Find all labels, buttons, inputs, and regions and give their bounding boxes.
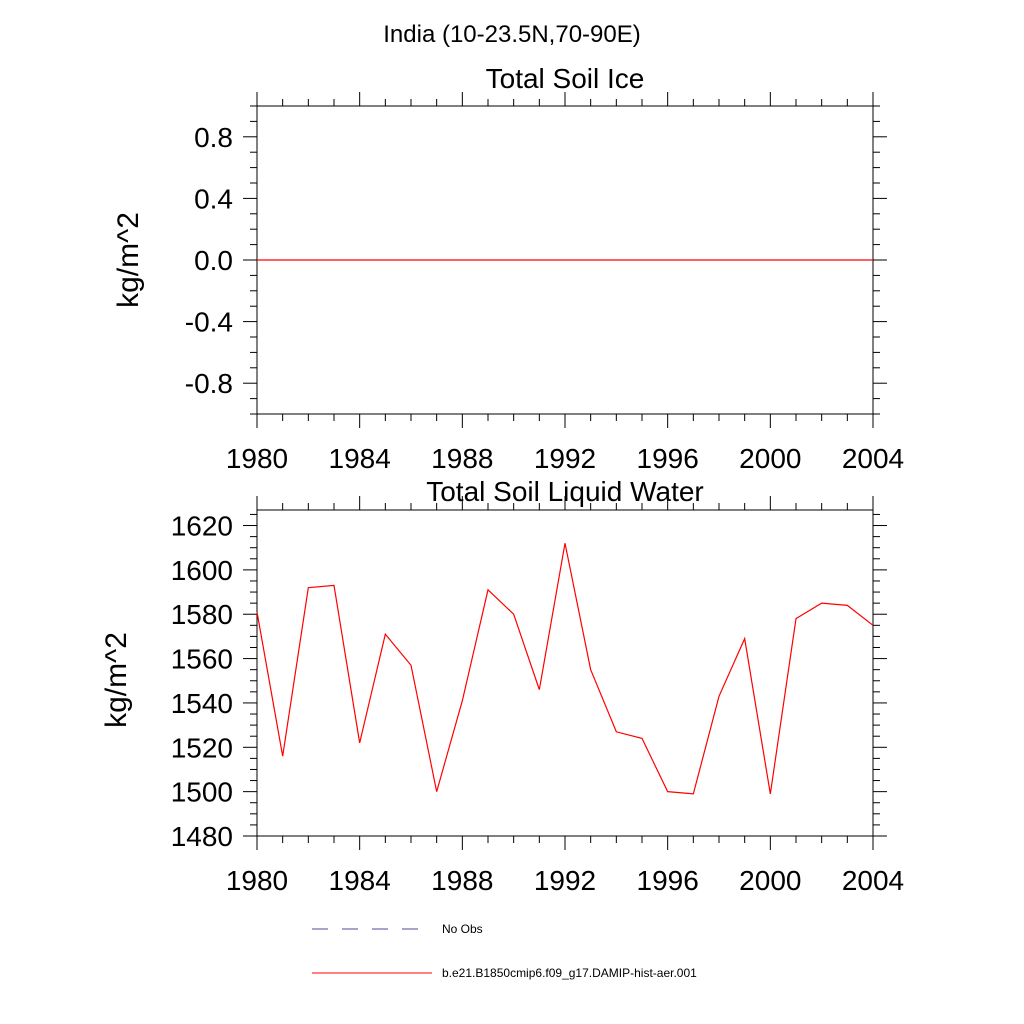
- y-tick-label: 0.8: [194, 122, 233, 153]
- data-point: [462, 700, 463, 701]
- data-point: [487, 259, 488, 260]
- x-tick-label: 2004: [842, 865, 904, 896]
- x-tick-label: 1980: [226, 443, 288, 474]
- y-tick-label: 1500: [171, 777, 233, 808]
- data-point: [718, 696, 719, 697]
- x-tick-label: 1984: [329, 443, 391, 474]
- data-point: [385, 634, 386, 635]
- data-point: [308, 587, 309, 588]
- y-tick-label: -0.4: [185, 307, 233, 338]
- x-tick-label: 1988: [431, 865, 493, 896]
- data-point: [410, 259, 411, 260]
- x-tick-label: 1980: [226, 865, 288, 896]
- data-point: [872, 259, 873, 260]
- data-point: [847, 605, 848, 606]
- data-point: [795, 259, 796, 260]
- data-point: [744, 259, 745, 260]
- data-point: [590, 669, 591, 670]
- data-point: [641, 259, 642, 260]
- data-point: [872, 625, 873, 626]
- y-tick-label: 1520: [171, 732, 233, 763]
- x-tick-label: 2000: [739, 865, 801, 896]
- x-tick-label: 1984: [329, 865, 391, 896]
- data-point: [847, 259, 848, 260]
- x-tick-label: 1996: [637, 865, 699, 896]
- data-point: [539, 689, 540, 690]
- data-point: [616, 731, 617, 732]
- axis-ticks: 1980 1984 1988 1992 1996 2000 2004 1480 1500 1520…: [171, 496, 904, 896]
- data-point: [667, 791, 668, 792]
- y-tick-label: 1580: [171, 599, 233, 630]
- data-point: [693, 259, 694, 260]
- data-point: [513, 614, 514, 615]
- x-tick-label: 2004: [842, 443, 904, 474]
- y-tick-label: 1620: [171, 511, 233, 542]
- axis-ticks: 1980 1984 1988 1992 1996 2000 2004 -0.8 -0.4 0.0 0…: [185, 92, 904, 474]
- legend-label-no-obs: No Obs: [442, 922, 483, 936]
- data-point: [539, 259, 540, 260]
- y-axis-label: kg/m^2: [112, 212, 145, 308]
- x-tick-label: 1988: [431, 443, 493, 474]
- y-axis-label: kg/m^2: [100, 632, 133, 728]
- data-point: [821, 259, 822, 260]
- data-point: [462, 259, 463, 260]
- data-point: [564, 259, 565, 260]
- data-point: [385, 259, 386, 260]
- data-point: [487, 589, 488, 590]
- data-point: [821, 603, 822, 604]
- data-point: [308, 259, 309, 260]
- data-point: [513, 259, 514, 260]
- data-point: [693, 793, 694, 794]
- chart-panel-soil-ice: Total Soil Ice kg/m^2 1980 1984 1988 1992 19…: [112, 63, 904, 474]
- data-point: [667, 259, 668, 260]
- data-point: [616, 259, 617, 260]
- data-point: [795, 618, 796, 619]
- legend: No Obs b.e21.B1850cmip6.f09_g17.DAMIP-hi…: [312, 922, 697, 980]
- data-point: [256, 259, 257, 260]
- data-point: [590, 259, 591, 260]
- data-point: [718, 259, 719, 260]
- data-point: [770, 793, 771, 794]
- y-tick-label: 1600: [171, 555, 233, 586]
- y-tick-label: 0.4: [194, 183, 233, 214]
- data-point: [564, 543, 565, 544]
- y-tick-label: 1540: [171, 688, 233, 719]
- data-point: [333, 259, 334, 260]
- plot-frame: [256, 509, 874, 837]
- region-title: India (10-23.5N,70-90E): [383, 21, 640, 48]
- x-tick-label: 2000: [739, 443, 801, 474]
- data-point: [359, 742, 360, 743]
- data-point: [770, 259, 771, 260]
- y-tick-label: 1480: [171, 821, 233, 852]
- data-point: [256, 611, 257, 612]
- chart-panel-soil-liquid-water: Total Soil Liquid Water kg/m^2 1980 1984 1…: [100, 476, 904, 896]
- x-tick-label: 1992: [534, 443, 596, 474]
- data-point: [641, 738, 642, 739]
- legend-label-model: b.e21.B1850cmip6.f09_g17.DAMIP-hist-aer.…: [442, 966, 697, 980]
- y-tick-label: 1560: [171, 644, 233, 675]
- data-point: [333, 585, 334, 586]
- series-group: [256, 259, 873, 261]
- data-point: [436, 259, 437, 260]
- data-point: [436, 791, 437, 792]
- data-point: [359, 259, 360, 260]
- series-group: [256, 543, 874, 795]
- chart-title: Total Soil Ice: [486, 63, 645, 94]
- x-tick-label: 1996: [637, 443, 699, 474]
- data-point: [410, 665, 411, 666]
- data-point: [744, 638, 745, 639]
- series-line: [256, 543, 874, 795]
- x-tick-label: 1992: [534, 865, 596, 896]
- data-point: [282, 259, 283, 260]
- y-tick-label: 0.0: [194, 245, 233, 276]
- y-tick-label: -0.8: [185, 368, 233, 399]
- data-point: [282, 756, 283, 757]
